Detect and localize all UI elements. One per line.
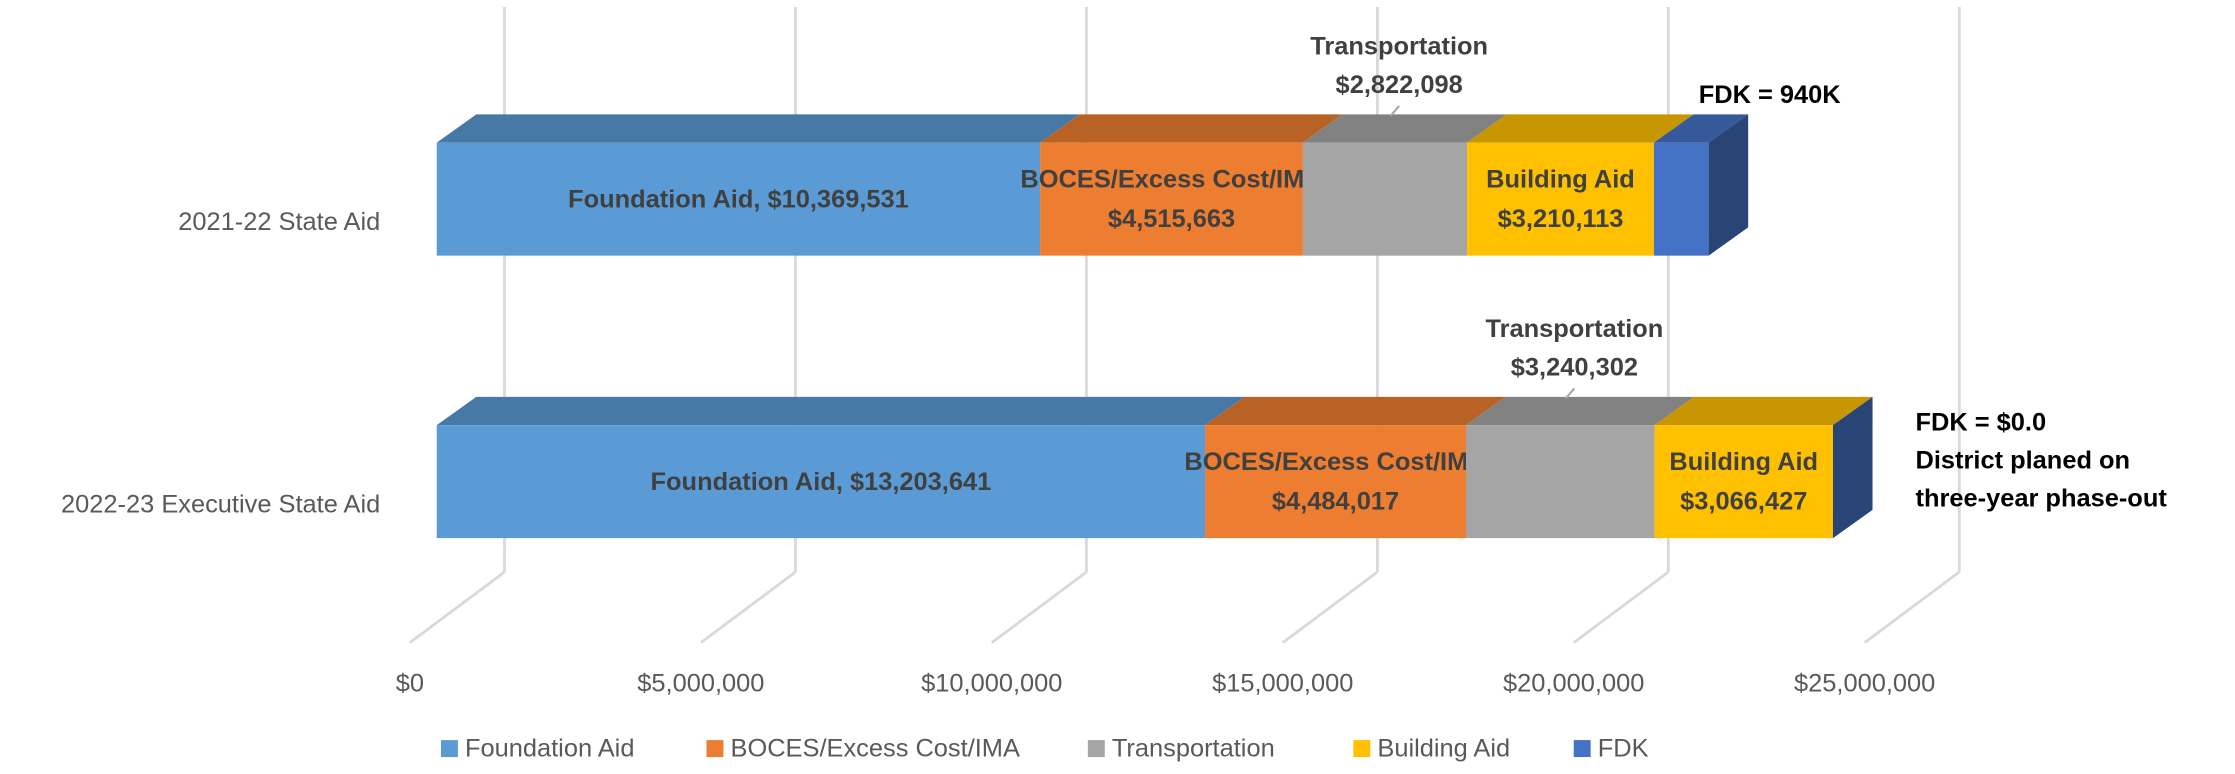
data-label: $4,515,663: [1108, 205, 1235, 233]
y-tick-label: 2021-22 State Aid: [178, 208, 380, 236]
data-label: $4,484,017: [1272, 488, 1399, 516]
bar: [1467, 142, 1654, 256]
bar: [436, 142, 1041, 256]
x-tick-label: $25,000,000: [1794, 670, 1935, 698]
bar: [1653, 142, 1709, 256]
legend-swatch: [440, 740, 458, 758]
bar-side: [1708, 114, 1749, 256]
bar-top: [1467, 114, 1694, 143]
bar: [436, 425, 1206, 539]
legend-label: FDK: [1598, 735, 1649, 763]
data-label: FDK = $0.0: [1916, 408, 2047, 436]
x-tick-label: $15,000,000: [1212, 670, 1353, 698]
data-label: $2,822,098: [1336, 71, 1463, 99]
grid-line: [1572, 570, 1670, 644]
bar-top: [1205, 396, 1506, 426]
x-tick-label: $10,000,000: [921, 670, 1062, 698]
bar: [1205, 425, 1466, 539]
grid-line: [699, 570, 797, 644]
x-tick-label: $0: [396, 670, 424, 698]
legend-label: Building Aid: [1377, 735, 1510, 763]
bar: [1302, 142, 1468, 256]
bar: [1654, 425, 1833, 539]
bar-side: [1832, 396, 1873, 539]
data-label: $3,210,113: [1498, 205, 1624, 233]
bar-top: [1653, 114, 1749, 143]
leader-line: [1565, 387, 1576, 399]
data-label: BOCES/Excess Cost/IMA: [1020, 166, 1322, 194]
bar-top: [1465, 396, 1695, 426]
annotation: three-year phase-out: [1916, 485, 2168, 513]
x-tick-label: $5,000,000: [637, 670, 764, 698]
data-label: Building Aid: [1486, 166, 1635, 194]
data-label: Transportation: [1485, 315, 1663, 343]
bar-top: [436, 114, 1080, 143]
legend-label: Transportation: [1112, 735, 1275, 763]
data-label: BOCES/Excess Cost/IMA: [1184, 448, 1486, 476]
bar-top: [1654, 396, 1873, 426]
data-label: Foundation Aid, $13,203,641: [651, 468, 992, 496]
bar-top: [1302, 114, 1507, 143]
grid-line: [409, 570, 506, 644]
legend-swatch: [1573, 740, 1591, 758]
annotation: District planed on: [1916, 447, 2131, 475]
bar-top: [436, 396, 1245, 426]
legend-label: Foundation Aid: [465, 735, 635, 763]
bar: [1040, 142, 1303, 256]
grid-line: [1281, 570, 1379, 644]
y-tick-label: 2022-23 Executive State Aid: [61, 490, 380, 518]
data-label: FDK = 940K: [1699, 81, 1842, 109]
data-label: $3,066,427: [1680, 488, 1807, 516]
bar-top: [1040, 114, 1343, 143]
x-tick-label: $20,000,000: [1503, 670, 1644, 698]
bar: [1465, 425, 1655, 539]
legend-swatch: [706, 740, 724, 758]
data-label: Transportation: [1310, 33, 1488, 61]
data-label: Foundation Aid, $10,369,531: [568, 185, 909, 213]
data-label: $3,240,302: [1511, 353, 1638, 381]
grid-line: [990, 570, 1088, 644]
grid-line: [1863, 570, 1961, 644]
legend-swatch: [1353, 740, 1371, 758]
legend-label: BOCES/Excess Cost/IMA: [731, 735, 1020, 763]
legend-swatch: [1087, 740, 1105, 758]
data-label: Building Aid: [1669, 448, 1818, 476]
leader-line: [1389, 105, 1400, 117]
